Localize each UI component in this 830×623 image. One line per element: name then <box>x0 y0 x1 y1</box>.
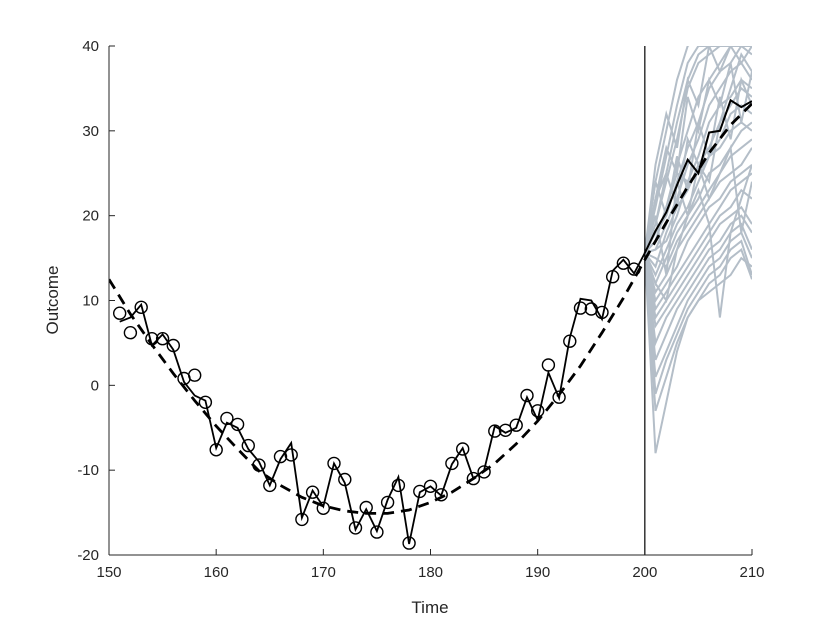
simulation-path <box>643 121 752 287</box>
observed-point <box>155 332 170 346</box>
observed-point <box>370 525 384 539</box>
y-tick-label: -10 <box>77 462 99 479</box>
simulation-path <box>643 172 752 312</box>
observed-point <box>573 301 588 315</box>
observed-point <box>220 411 234 426</box>
simulation-path <box>643 46 752 254</box>
observed-point <box>509 418 523 432</box>
y-tick-label: 10 <box>82 293 99 310</box>
observed-point <box>198 395 213 409</box>
observed-point <box>616 256 631 270</box>
simulation-path <box>643 46 752 254</box>
observed-point <box>413 484 427 499</box>
observed-point <box>327 456 341 471</box>
observed-point <box>359 500 373 515</box>
simulation-path <box>643 164 752 318</box>
observed-point <box>284 448 298 462</box>
observed-point <box>563 334 577 348</box>
simulation-path <box>644 138 752 269</box>
x-tick-label: 160 <box>204 564 229 581</box>
observed-point <box>166 338 181 353</box>
x-tick-label: 210 <box>739 564 764 581</box>
simulation-path <box>643 62 752 254</box>
observed-point <box>348 521 363 535</box>
y-tick-label: 0 <box>91 377 99 394</box>
x-tick-label: 170 <box>311 564 336 581</box>
observed-point <box>434 488 448 502</box>
observed-point <box>241 438 256 453</box>
observed-point <box>488 424 502 438</box>
x-axis-label: Time <box>411 598 448 617</box>
observed-point <box>520 388 534 403</box>
observed-point <box>595 305 609 320</box>
axes: 150 160 170 180 190 200 210 -20 -10 0 10 20 30 40 <box>77 38 764 581</box>
observed-point <box>477 465 491 479</box>
observed-point <box>273 449 288 464</box>
y-axis-label: Outcome <box>43 266 62 335</box>
observed-point <box>541 358 556 372</box>
observed-point <box>380 495 395 510</box>
simulation-path <box>643 188 752 321</box>
observed-point <box>402 536 416 550</box>
observed-point <box>531 404 545 418</box>
observed-point <box>145 332 159 346</box>
observed-point <box>445 456 459 471</box>
observed-point <box>112 306 127 320</box>
x-tick-label: 150 <box>96 564 121 581</box>
x-tick-label: 200 <box>632 564 657 581</box>
y-tick-label: 20 <box>82 208 99 225</box>
observed-point <box>123 326 138 340</box>
observed-point <box>263 478 277 493</box>
simulation-path <box>643 46 752 254</box>
observed-point <box>209 443 223 457</box>
observed-point <box>305 485 320 499</box>
simulation-path <box>643 222 752 361</box>
observed-point <box>498 423 513 437</box>
observed-point <box>252 458 266 472</box>
observed-point <box>552 390 566 404</box>
y-tick-label: 40 <box>82 38 99 55</box>
y-tick-label: -20 <box>77 547 99 564</box>
simulation-path <box>643 230 752 378</box>
observed-point <box>295 512 309 527</box>
simulation-path <box>643 46 752 254</box>
simulation-path <box>643 239 752 395</box>
forecast-line <box>643 98 752 254</box>
observed-point <box>606 270 620 284</box>
observed-point <box>316 501 330 515</box>
simulation-path <box>643 52 752 254</box>
simulation-path <box>643 46 752 254</box>
observed-point <box>338 472 352 487</box>
observed-point <box>391 478 406 493</box>
observed-point <box>134 300 148 314</box>
simulation-path <box>643 252 752 412</box>
observed-point <box>466 471 481 486</box>
observed-layer <box>112 98 752 550</box>
simulation-path <box>643 205 752 329</box>
observed-point <box>187 368 202 382</box>
observed-point <box>456 442 470 456</box>
observed-point <box>230 417 245 432</box>
observed-point <box>627 262 641 276</box>
simulation-path <box>644 61 752 254</box>
observed-point <box>423 479 438 493</box>
y-tick-label: 30 <box>82 123 99 140</box>
x-tick-label: 190 <box>525 564 550 581</box>
x-tick-label: 180 <box>418 564 443 581</box>
